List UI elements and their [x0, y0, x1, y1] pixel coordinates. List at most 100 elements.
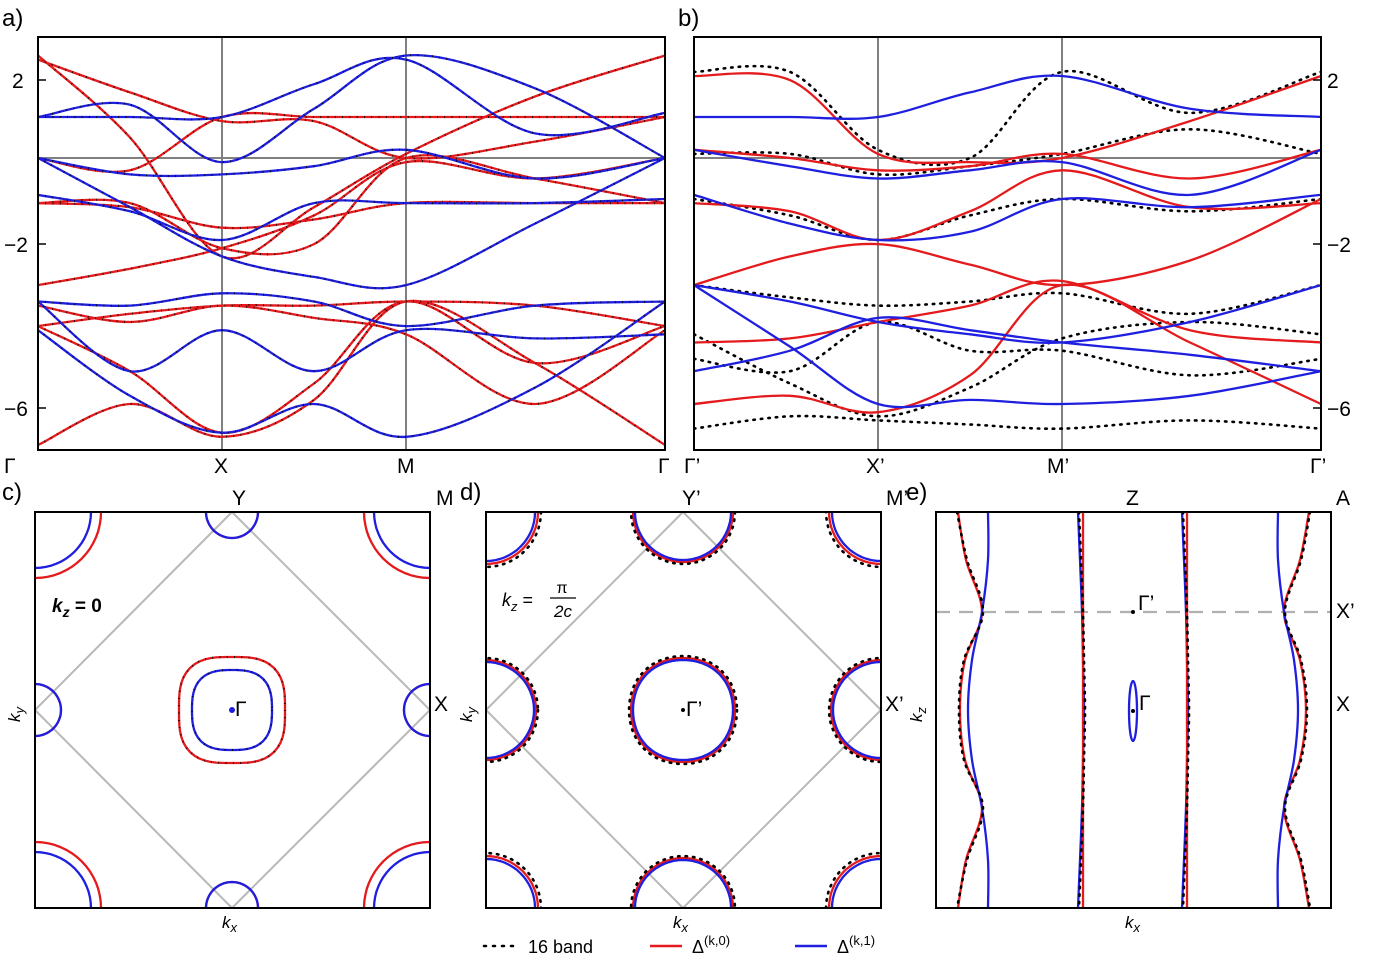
b-ytick-2: 2: [1327, 70, 1339, 93]
a-band-markers-17: [38, 300, 665, 438]
c-fs-gamma-1: [190, 668, 274, 752]
c-fs-edge-blue-1: [204, 880, 260, 908]
e-fs-blue-left-outer: [966, 512, 990, 908]
d-fs-edge-blue-1: [633, 858, 733, 908]
panel-a: a) 2 −2 −6 Γ X M Γ: [2, 5, 670, 478]
d-fs-edge-16band-2: [486, 656, 540, 764]
b-band-16band-6: [694, 320, 1321, 377]
b-band-blue-0: [694, 74, 1321, 120]
panel-label-a: a): [2, 5, 23, 32]
d-fs-m-blue-2: [486, 857, 537, 908]
a-band-blue-15: [38, 292, 665, 328]
a-xtick-m: M: [397, 455, 415, 478]
a-band-blue-10: [38, 53, 665, 164]
b-band-red-3: [694, 197, 1321, 287]
a-band-markers-16: [38, 300, 665, 373]
e-fs-16band-right-outer: [1283, 512, 1312, 908]
panel-b-series: [694, 64, 1321, 430]
panel-b-frame: [693, 36, 1322, 451]
panel-b-gridlines: [694, 37, 1321, 450]
c-gamma-point: [229, 707, 235, 713]
d-frac-den: 2c: [553, 602, 572, 621]
a-band-markers-8: [38, 304, 665, 406]
c-xlabel: kx: [222, 913, 238, 935]
b-band-16band-2: [694, 197, 1321, 242]
e-a-label: A: [1336, 487, 1350, 510]
d-fs-gamma-16band: [627, 654, 739, 766]
c-fs-m-blue-0: [35, 512, 93, 570]
d-fs-m-blue-0: [486, 512, 537, 563]
a-ytick-m6: −6: [4, 398, 28, 421]
panel-e: e) Z A X’ X Γ’ Γ kx kz: [906, 479, 1355, 935]
b-band-red-5: [694, 283, 1321, 414]
e-gamma-prime-label: Γ’: [1138, 592, 1154, 615]
a-xtick-gamma: Γ: [4, 455, 16, 478]
e-fs-blue-right-outer: [1276, 512, 1300, 908]
a-band-blue-11: [38, 56, 665, 137]
d-bz-boundary: [486, 512, 881, 908]
a-band-red-1: [38, 58, 665, 160]
b-band-16band-3: [694, 283, 1321, 316]
b-band-blue-1: [694, 148, 1321, 197]
panel-a-ticks: 2 −2 −6 Γ X M Γ: [4, 70, 670, 478]
a-band-markers-10: [38, 54, 665, 164]
panel-label-c: c): [2, 479, 22, 506]
a-band-red-9: [38, 299, 665, 447]
d-fs-m-16band-2: [486, 851, 543, 908]
b-xtick-m: M’: [1047, 455, 1069, 478]
panel-d: d) kz = π 2c Γ’ Y’ M’ X’ kx ky: [457, 479, 908, 935]
d-kz-label: kz =: [502, 590, 533, 614]
b-band-blue-2: [694, 193, 1321, 242]
c-kz-label: kz = 0: [52, 596, 102, 620]
e-gamma-label: Γ: [1139, 692, 1151, 715]
panel-c: c) kz = 0 Γ Y M X kx ky: [2, 479, 454, 935]
panel-e-frame: [935, 511, 1332, 909]
panel-d-series: [486, 512, 881, 908]
c-fs-gamma-0: [177, 655, 287, 765]
b-xtick-gamma-end: Γ’: [1310, 455, 1326, 478]
d-fs-edge-red-1: [631, 856, 735, 908]
b-band-blue-3: [694, 283, 1321, 345]
d-fs-m-red-0: [486, 512, 540, 566]
e-z-label: Z: [1126, 487, 1139, 510]
c-gamma-label: Γ: [235, 698, 247, 721]
d-x-label: X’: [885, 693, 904, 716]
a-band-red-0: [38, 54, 665, 260]
d-fs-edge-red-0: [631, 512, 735, 564]
b-band-16band-0: [694, 64, 1321, 167]
a-ytick-m2: −2: [4, 234, 28, 257]
a-ytick-2: 2: [12, 70, 24, 93]
e-xlabel: kx: [1125, 913, 1141, 935]
c-m-label: M: [436, 487, 454, 510]
panel-label-b: b): [678, 5, 699, 32]
e-gamma-prime-point: [1131, 610, 1135, 614]
c-fs-edge-blue-0: [204, 512, 260, 540]
a-band-markers-14: [38, 157, 665, 290]
panel-label-d: d): [460, 479, 481, 506]
a-band-markers-5: [38, 157, 665, 287]
b-ytick-m6: −6: [1327, 398, 1351, 421]
panel-a-series: [38, 53, 665, 447]
b-band-red-1: [694, 148, 1321, 180]
a-band-markers-2: [38, 112, 665, 173]
panel-label-e: e): [906, 479, 927, 506]
b-ytick-m2: −2: [1327, 234, 1351, 257]
legend-label-16band: 16 band: [528, 937, 593, 957]
d-gamma-point: [681, 708, 685, 712]
e-ylabel: kz: [907, 707, 929, 723]
e-gamma-point: [1131, 709, 1135, 713]
legend: 16 band Δ(k,0) Δ(k,1): [482, 933, 875, 957]
d-ylabel: ky: [457, 706, 479, 723]
c-fs-m-red-2: [35, 840, 103, 908]
c-fs-edge-blue-3: [402, 682, 430, 738]
panel-e-series: [936, 512, 1331, 908]
d-m-label: M’: [886, 487, 908, 510]
panel-a-frame: [37, 36, 666, 451]
a-band-blue-12: [38, 148, 665, 180]
c-fs-edge-blue-2: [35, 682, 63, 738]
panel-d-frame: [485, 511, 882, 909]
b-band-blue-5: [694, 284, 1321, 409]
e-fs-gamma-pocket: [1127, 679, 1139, 743]
c-fs-m-blue-2: [35, 850, 93, 908]
a-band-red-2: [38, 111, 665, 173]
